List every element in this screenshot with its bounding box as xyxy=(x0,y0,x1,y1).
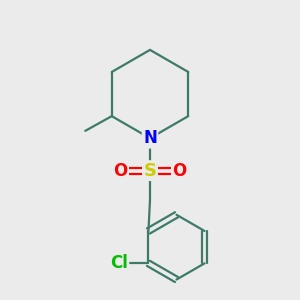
Text: Cl: Cl xyxy=(110,254,128,272)
Text: O: O xyxy=(172,162,187,180)
Text: N: N xyxy=(143,129,157,147)
Text: O: O xyxy=(113,162,128,180)
Text: S: S xyxy=(143,162,157,180)
